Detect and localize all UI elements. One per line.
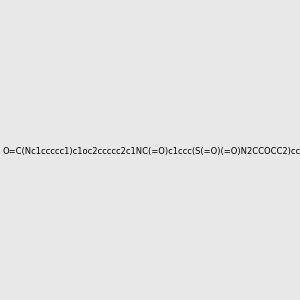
Text: O=C(Nc1ccccc1)c1oc2ccccc2c1NC(=O)c1ccc(S(=O)(=O)N2CCOCC2)cc1: O=C(Nc1ccccc1)c1oc2ccccc2c1NC(=O)c1ccc(S… (2, 147, 300, 156)
